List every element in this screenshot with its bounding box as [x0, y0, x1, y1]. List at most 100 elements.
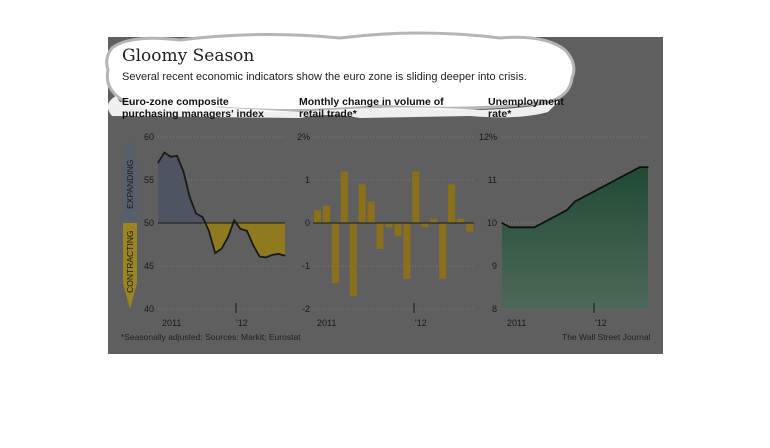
footnote: *Seasonally adjusted; Sources: Markit; E…: [121, 332, 301, 342]
retail-bar: [385, 223, 393, 228]
unemployment-title-line-2: rate*: [488, 108, 512, 120]
retail-bar: [394, 223, 402, 236]
pmi-point: [252, 244, 254, 246]
retail-bar: [358, 184, 366, 223]
retail-x-tick-label: '12: [415, 318, 427, 328]
pmi-title-line-1: Euro-zone composite: [122, 96, 229, 108]
pmi-y-tick-label: 45: [144, 261, 154, 271]
unemployment-title-line-1: Unemployment: [488, 96, 564, 108]
contracting-arrow: [123, 223, 137, 309]
retail-bar: [457, 218, 465, 223]
unemployment-point: [509, 226, 511, 228]
pmi-contracting-area: [158, 223, 285, 258]
unemployment-point: [623, 175, 625, 177]
retail-chart: 2% 1 0 -1 -2 2011 '12: [297, 132, 474, 328]
pmi-y-tick-label: 50: [144, 218, 154, 228]
pmi-expanding-area: [158, 152, 285, 223]
retail-bar: [403, 223, 411, 279]
retail-y-tick-label: 2%: [297, 132, 310, 142]
unemployment-point: [541, 222, 544, 224]
pmi-y-tick-label: 40: [144, 304, 154, 314]
unemployment-point: [639, 166, 641, 168]
retail-y-tick-label: -2: [302, 304, 310, 314]
pmi-point: [176, 155, 178, 157]
retail-title-line-2: retail trade*: [299, 108, 357, 120]
pmi-point: [214, 252, 216, 254]
unemployment-x-tick-label: 2011: [507, 318, 526, 328]
pmi-chart: 60 55 50 45 40 EXPANDING CONTRACTING 2011 '12: [123, 132, 286, 328]
retail-bar: [439, 223, 447, 279]
unemployment-point: [590, 192, 592, 194]
pmi-x-tick-label: 2011: [162, 318, 181, 328]
pmi-point: [284, 255, 286, 257]
pmi-y-tick-label: 60: [144, 132, 154, 142]
unemployment-y-tick-label: 12%: [479, 132, 497, 142]
pmi-point: [195, 212, 197, 215]
retail-bar: [349, 223, 357, 297]
unemployment-point: [558, 213, 560, 215]
page-subtitle: Several recent economic indicators show …: [122, 71, 527, 83]
pmi-point: [182, 170, 184, 172]
retail-x-tick-label: 2011: [317, 318, 336, 328]
unemployment-chart: 12% 11 10 9 8 2011 '12: [479, 132, 649, 328]
pmi-x-tick-label: '12: [236, 318, 248, 328]
retail-bar: [331, 223, 339, 284]
pmi-point: [208, 230, 210, 232]
retail-bar: [367, 201, 375, 223]
pmi-point: [189, 196, 191, 198]
pmi-point: [157, 162, 159, 164]
retail-y-tick-label: 1: [305, 175, 310, 185]
page-title: Gloomy Season: [122, 46, 255, 66]
pmi-point: [220, 248, 223, 250]
retail-bar: [376, 223, 384, 249]
unemployment-area: [502, 167, 648, 309]
unemployment-y-tick-label: 8: [492, 304, 497, 314]
pmi-y-tick-label: 55: [144, 175, 154, 185]
retail-y-tick-label: 0: [305, 218, 310, 228]
unemployment-point: [606, 183, 609, 185]
unemployment-point: [647, 166, 649, 168]
pmi-point: [239, 228, 242, 230]
credit: The Wall Street Journal: [562, 332, 651, 342]
retail-bar: [322, 205, 330, 223]
pmi-point: [227, 237, 229, 239]
retail-bar: [313, 210, 322, 223]
pmi-point: [259, 255, 261, 258]
unemployment-point: [517, 226, 519, 228]
expanding-label: EXPANDING: [125, 160, 135, 209]
unemployment-point: [598, 188, 600, 190]
unemployment-point: [550, 218, 552, 220]
retail-bar: [430, 218, 438, 223]
contracting-label: CONTRACTING: [125, 231, 135, 293]
retail-bar: [465, 223, 474, 232]
unemployment-point: [582, 196, 584, 198]
unemployment-point: [501, 222, 503, 224]
pmi-point: [201, 216, 204, 218]
unemployment-point: [525, 226, 527, 228]
retail-title-line-1: Monthly change in volume of: [299, 96, 444, 108]
pmi-point: [233, 219, 235, 222]
unemployment-point: [614, 179, 617, 181]
pmi-point: [170, 156, 172, 158]
pmi-point: [163, 151, 165, 154]
pmi-point: [265, 256, 267, 258]
retail-chart-title: Monthly change in volume of retail trade…: [299, 96, 444, 120]
unemployment-y-tick-label: 11: [488, 175, 497, 185]
retail-bar: [412, 171, 420, 223]
retail-bar: [421, 223, 429, 228]
unemployment-x-tick-label: '12: [595, 318, 607, 328]
unemployment-point: [574, 200, 576, 203]
unemployment-y-tick-label: 9: [492, 261, 497, 271]
retail-bar: [340, 171, 348, 223]
pmi-title-line-2: purchasing managers' index: [122, 108, 264, 120]
pmi-point: [271, 254, 273, 256]
retail-y-tick-label: -1: [302, 261, 310, 271]
unemployment-y-tick-label: 10: [487, 218, 497, 228]
unemployment-chart-title: Unemployment rate*: [488, 96, 564, 120]
pmi-chart-title: Euro-zone composite purchasing managers'…: [122, 96, 264, 120]
unemployment-point: [566, 209, 568, 211]
retail-bar: [448, 184, 456, 223]
pmi-point: [278, 253, 280, 255]
